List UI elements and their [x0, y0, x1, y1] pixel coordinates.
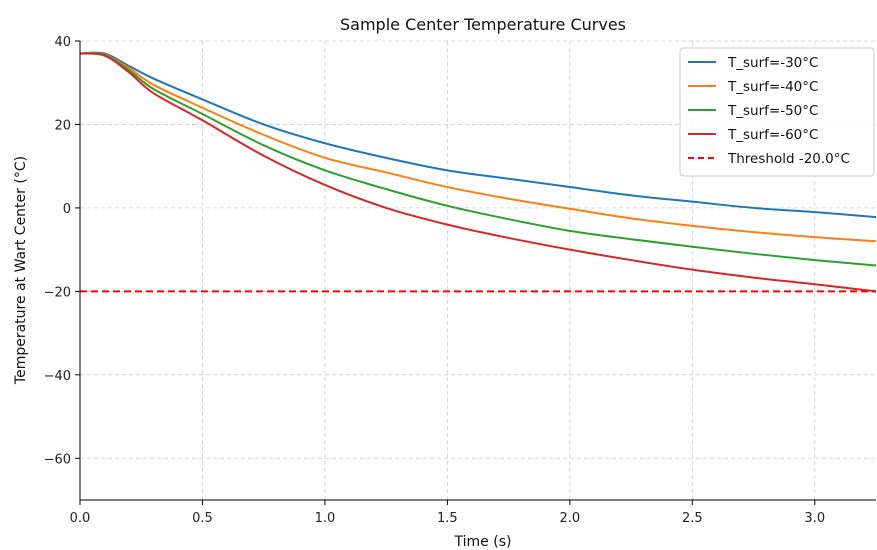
series-layer	[79, 51, 877, 293]
x-tick-label-5: 2.5	[682, 511, 703, 526]
y-tick-label-5: 40	[54, 35, 71, 50]
y-axis-label: Temperature at Wart Center (°C)	[13, 156, 29, 385]
y-tick-label-4: 20	[54, 118, 71, 133]
axes	[79, 41, 876, 501]
y-tick-label-2: −20	[44, 285, 71, 300]
y-tick-label-0: −60	[44, 452, 71, 467]
legend-label-0: T_surf=-30°C	[727, 55, 818, 71]
series-line-0	[79, 51, 877, 219]
legend-box	[679, 47, 875, 177]
legend-label-2: T_surf=-50°C	[727, 103, 818, 119]
x-tick-label-2: 1.0	[315, 511, 336, 526]
chart-title: Sample Center Temperature Curves	[340, 15, 626, 34]
y-tick-label-3: 0	[63, 202, 71, 217]
legend-label-1: T_surf=-40°C	[727, 79, 818, 95]
x-tick-label-1: 0.5	[192, 511, 213, 526]
x-tick-label-3: 1.5	[437, 511, 458, 526]
x-tick-label-4: 2.0	[560, 511, 581, 526]
x-tick-label-0: 0.0	[70, 511, 91, 526]
ticks: 0.0 0.5 1.0 1.5 2.0 2.5 3.0 −60 −40 −20 0 20 40	[44, 35, 826, 526]
x-axis-label: Time (s)	[454, 534, 512, 550]
series-line-3	[79, 52, 877, 293]
x-tick-label-6: 3.0	[804, 511, 825, 526]
legend-label-3: T_surf=-60°C	[727, 127, 818, 143]
legend-label-4: Threshold -20.0°C	[727, 151, 850, 167]
series-line-2	[79, 52, 877, 267]
series-line-1	[79, 52, 877, 243]
y-tick-label-1: −40	[44, 369, 71, 384]
legend: T_surf=-30°C T_surf=-40°C T_surf=-50°C T_su…	[679, 47, 875, 177]
